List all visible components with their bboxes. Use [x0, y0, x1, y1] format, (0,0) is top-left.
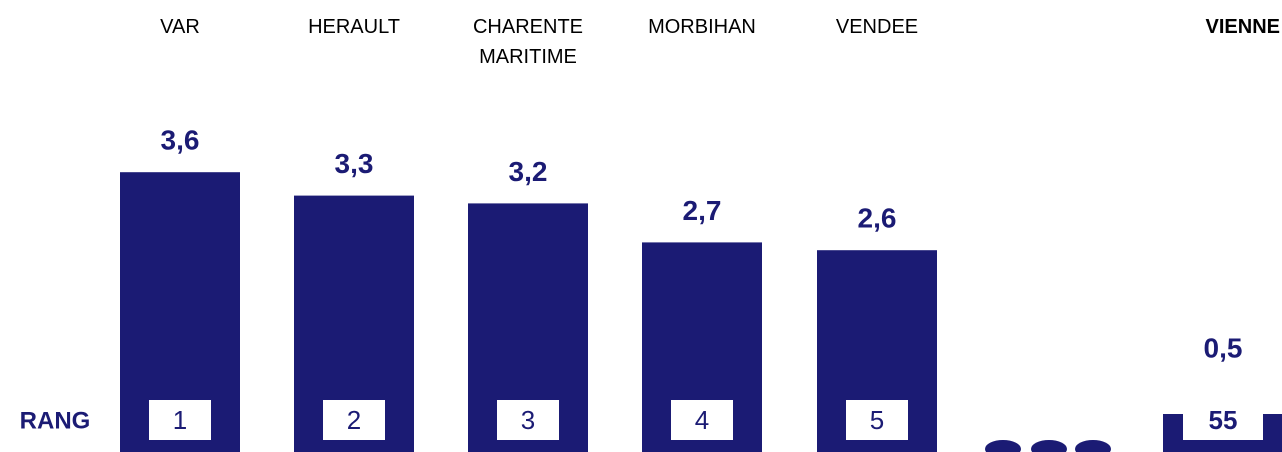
rank-label: RANG	[20, 407, 91, 434]
rank-box	[497, 400, 559, 440]
category-label: VIENNE	[1205, 16, 1280, 38]
value-label: 0,5	[1204, 332, 1243, 363]
rank-box	[149, 400, 211, 440]
value-label: 3,3	[335, 148, 374, 179]
rank-number: 5	[870, 405, 884, 435]
rank-box	[846, 400, 908, 440]
category-label: VENDEE	[835, 16, 919, 38]
ellipsis-dot	[985, 440, 1021, 452]
rank-box	[1183, 400, 1263, 440]
category-label: HERAULT	[308, 16, 400, 38]
rank-number: 3	[521, 405, 535, 435]
rank-box	[323, 400, 385, 440]
rank-number: 55	[1209, 405, 1238, 435]
rank-box	[671, 400, 733, 440]
ellipsis-dot	[1031, 440, 1067, 452]
ellipsis-dot	[1075, 440, 1111, 452]
value-label: 2,6	[858, 203, 897, 234]
value-label: 3,6	[161, 125, 200, 156]
category-label: CHARENTE MARITIME	[472, 16, 583, 68]
value-label: 3,2	[509, 156, 548, 187]
rank-number: 2	[347, 405, 361, 435]
rank-number: 1	[173, 405, 187, 435]
category-label: VAR	[160, 16, 200, 38]
category-label: MORBIHAN	[648, 16, 756, 38]
rank-number: 4	[695, 405, 709, 435]
value-label: 2,7	[683, 195, 722, 226]
